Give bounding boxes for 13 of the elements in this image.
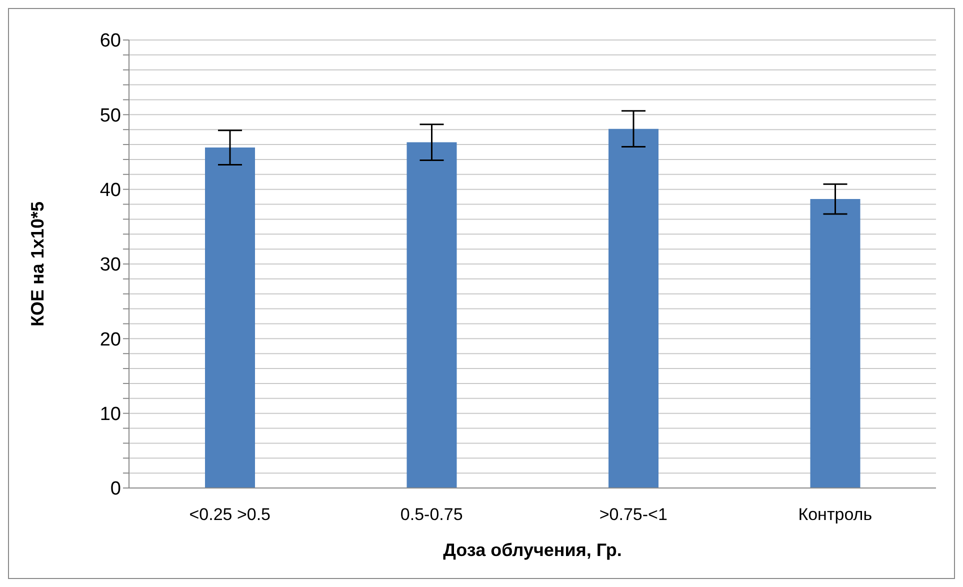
y-tick-label: 20	[100, 329, 121, 350]
y-tick-label: 30	[100, 254, 121, 276]
y-tick-label: 0	[110, 478, 121, 500]
x-tick-label: 0.5-0.75	[400, 505, 463, 524]
y-axis-title: КОЕ на 1х10*5	[27, 202, 48, 326]
y-tick-label: 50	[100, 105, 121, 126]
x-tick-label: >0.75-<1	[599, 505, 668, 524]
y-tick-label: 10	[100, 404, 121, 426]
x-axis-title: Доза облучения, Гр.	[443, 540, 622, 560]
y-tick-label: 60	[100, 30, 121, 52]
y-tick-label: 40	[100, 180, 121, 202]
x-tick-label: <0.25 >0.5	[189, 505, 271, 524]
x-tick-label: Контроль	[798, 505, 872, 524]
